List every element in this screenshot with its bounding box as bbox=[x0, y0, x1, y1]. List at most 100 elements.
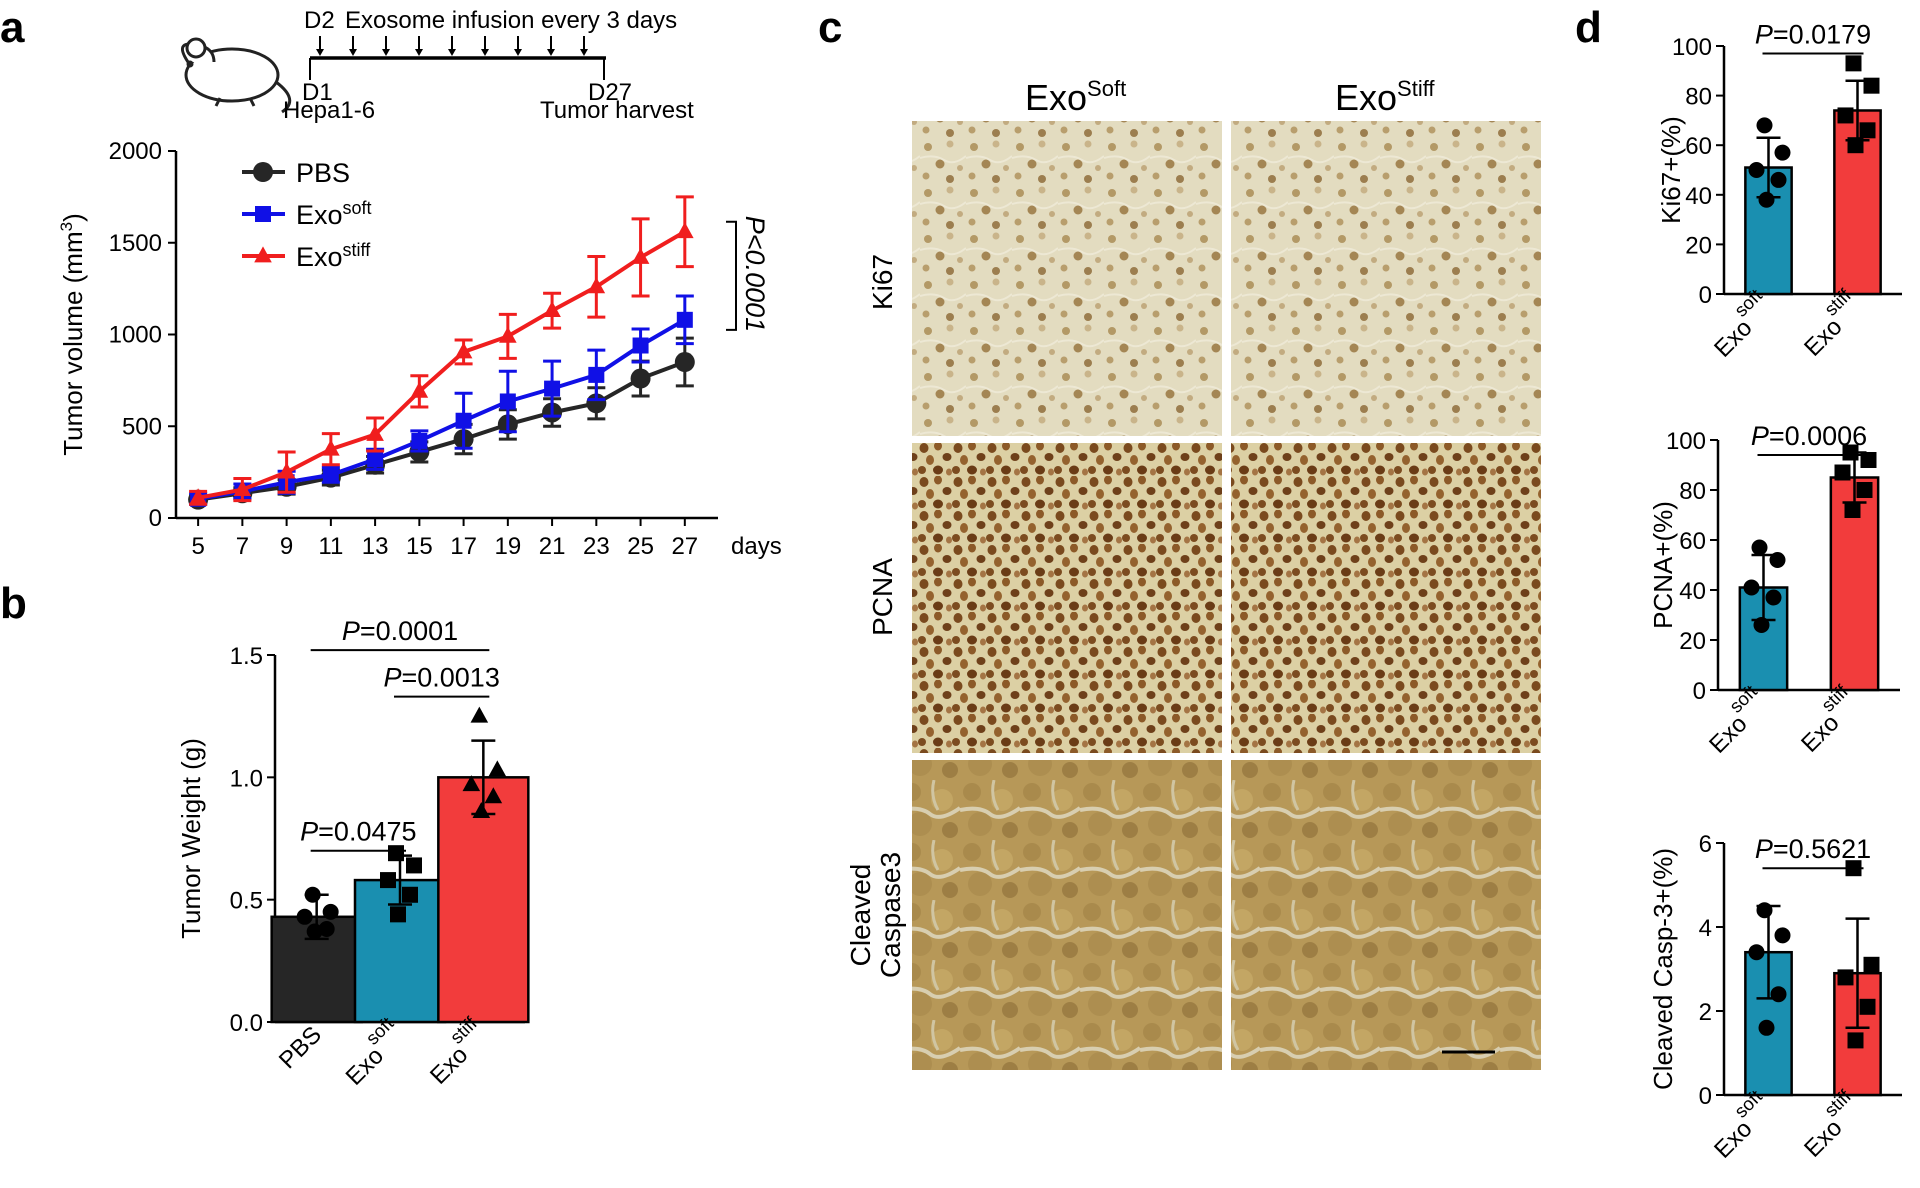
y-tick-label: 60 bbox=[1685, 133, 1712, 160]
data-point bbox=[1774, 144, 1791, 161]
schematic-d27: D27 bbox=[588, 79, 632, 106]
data-point bbox=[322, 439, 340, 456]
tumor-volume-line-chart: 0 500 1000 1500 2000 5 7 9 11 13 15 17 19 21 23 25 27 day… bbox=[57, 138, 782, 560]
image-pcna-stiff bbox=[1231, 443, 1541, 753]
x-tick-label: 17 bbox=[450, 533, 477, 560]
data-point bbox=[1859, 122, 1876, 139]
y-tick-label: 1.5 bbox=[230, 643, 263, 670]
data-point bbox=[630, 368, 651, 389]
data-point bbox=[1765, 589, 1782, 606]
y-tick-label: 6 bbox=[1699, 831, 1712, 858]
legend-marker bbox=[255, 206, 271, 222]
y-tick-label: 20 bbox=[1685, 232, 1712, 259]
data-point bbox=[472, 801, 491, 818]
panel-label-a: a bbox=[0, 3, 25, 52]
y-axis-label: Cleaved Casp-3+(%) bbox=[1648, 848, 1678, 1090]
y-tick-label: 1.0 bbox=[230, 765, 263, 792]
data-point bbox=[366, 424, 384, 441]
data-point bbox=[233, 479, 252, 496]
data-point bbox=[1774, 927, 1791, 944]
data-point bbox=[367, 451, 384, 468]
schematic-title: Exosome infusion every 3 days bbox=[345, 7, 677, 34]
y-tick-label: 0 bbox=[149, 505, 162, 532]
data-point bbox=[674, 352, 695, 373]
data-point bbox=[306, 923, 323, 940]
category-label: Exostiff bbox=[1791, 1085, 1869, 1163]
col-header-soft: ExoSoft bbox=[1025, 76, 1126, 118]
data-point bbox=[1769, 552, 1786, 568]
data-point bbox=[410, 381, 429, 398]
y-tick-label: 0 bbox=[1699, 282, 1712, 309]
data-point bbox=[322, 466, 339, 483]
data-point bbox=[499, 393, 516, 410]
data-point bbox=[455, 412, 472, 429]
category-label: Exosoft bbox=[1701, 284, 1780, 363]
image-pcna-soft bbox=[912, 443, 1222, 753]
legend-marker bbox=[253, 162, 273, 182]
data-point bbox=[390, 906, 406, 923]
data-point bbox=[1847, 137, 1864, 154]
x-tick-label: 9 bbox=[280, 533, 293, 560]
data-point bbox=[1863, 77, 1880, 94]
category-label: Exosoft bbox=[1696, 680, 1775, 759]
data-point bbox=[1756, 902, 1773, 919]
schematic-hepa: Hepa1-6 bbox=[283, 97, 375, 124]
comparison-label: P=0.0475 bbox=[300, 817, 416, 847]
data-point bbox=[1863, 956, 1880, 973]
infusion-arrows bbox=[316, 36, 588, 56]
x-tick-label: 21 bbox=[539, 533, 566, 560]
comparison-label: P=0.0001 bbox=[342, 616, 458, 646]
comparison-label: P=0.5621 bbox=[1755, 834, 1871, 864]
legend-label: Exostiff bbox=[296, 240, 371, 272]
data-point bbox=[277, 462, 296, 479]
category-label: PBS bbox=[274, 1021, 327, 1074]
data-point bbox=[296, 908, 313, 925]
infusion-arrowhead bbox=[580, 49, 588, 56]
significance-bracket bbox=[726, 220, 737, 331]
x-tick-label: 5 bbox=[191, 533, 204, 560]
row-label-casp3-line2: Caspase3 bbox=[875, 852, 906, 978]
data-point bbox=[676, 222, 694, 239]
y-tick-label: 0 bbox=[1699, 1083, 1712, 1110]
infusion-arrowhead bbox=[349, 49, 357, 56]
comparison-label: P=0.0179 bbox=[1755, 19, 1871, 49]
mouse-icon bbox=[180, 37, 292, 114]
row-label-casp3-line1: Cleaved bbox=[845, 864, 876, 967]
category-label: Exostiff bbox=[1788, 680, 1866, 758]
data-point bbox=[1859, 998, 1876, 1015]
panel-label-b: b bbox=[0, 579, 27, 628]
treatment-schematic: D2 Exosome infusion every 3 days D1 Hepa… bbox=[180, 7, 694, 124]
data-point bbox=[1847, 1032, 1864, 1049]
significance-label: P<0.0001 bbox=[740, 216, 770, 332]
y-tick-label: 20 bbox=[1679, 628, 1706, 655]
comparison-label: P=0.0013 bbox=[383, 663, 499, 693]
legend-label: PBS bbox=[296, 158, 350, 188]
y-axis-label: Tumor volume (mm3) bbox=[57, 213, 88, 456]
y-tick-label: 40 bbox=[1679, 578, 1706, 605]
y-tick-label: 0 bbox=[1693, 678, 1706, 705]
data-point bbox=[1837, 969, 1854, 986]
x-tick-label: 27 bbox=[671, 533, 698, 560]
series-2 bbox=[189, 195, 694, 506]
y-axis-label: Ki67+(%) bbox=[1656, 116, 1686, 224]
infusion-arrowhead bbox=[415, 49, 423, 56]
series-line bbox=[197, 230, 686, 500]
x-tick-label: 25 bbox=[627, 533, 654, 560]
comparison-label: P=0.0006 bbox=[1751, 421, 1867, 451]
y-tick-label: 100 bbox=[1672, 34, 1712, 61]
data-point bbox=[1856, 482, 1873, 498]
infusion-arrowhead bbox=[382, 49, 390, 56]
data-point bbox=[380, 872, 396, 889]
x-tick-label: 23 bbox=[583, 533, 610, 560]
data-point bbox=[406, 857, 422, 874]
data-point bbox=[1770, 986, 1787, 1003]
col-header-stiff: ExoStiff bbox=[1335, 76, 1435, 118]
data-point bbox=[304, 886, 321, 903]
x-tick-label: 15 bbox=[406, 533, 433, 560]
y-tick-label: 2000 bbox=[109, 138, 162, 165]
row-label-ki67: Ki67 bbox=[867, 254, 898, 310]
data-point bbox=[402, 886, 418, 903]
category-label: Exosoft bbox=[332, 1012, 411, 1091]
